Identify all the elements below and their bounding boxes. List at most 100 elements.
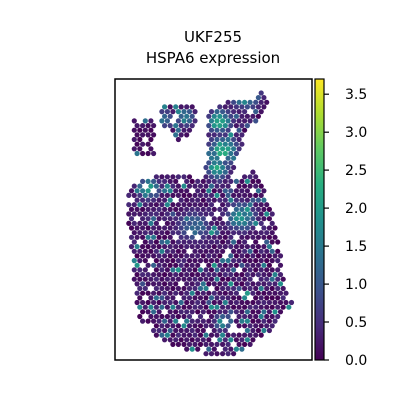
spot-point (242, 258, 247, 263)
spot-point (261, 272, 266, 277)
spot-point (231, 211, 236, 216)
spot-point (179, 225, 184, 230)
spot-point (143, 267, 148, 272)
spot-point (242, 239, 247, 244)
spot-point (203, 165, 208, 170)
spot-point (181, 239, 186, 244)
spot-point (253, 314, 258, 319)
spot-point (228, 151, 233, 156)
spot-point (267, 207, 272, 212)
spot-point (173, 207, 178, 212)
spot-point (168, 123, 173, 128)
spot-point (201, 337, 206, 342)
spot-point (239, 235, 244, 240)
spot-point (250, 235, 255, 240)
spot-point (220, 128, 225, 133)
spot-point (206, 170, 211, 175)
spot-point (264, 202, 269, 207)
spot-point (261, 188, 266, 193)
spot-point (176, 286, 181, 291)
spot-point (176, 342, 181, 347)
spot-point (220, 314, 225, 319)
spot-point (148, 184, 153, 189)
spot-point (231, 239, 236, 244)
spot-point (217, 253, 222, 258)
spot-point (250, 207, 255, 212)
spot-point (151, 319, 156, 324)
spot-point (231, 277, 236, 282)
spot-point (143, 118, 148, 123)
spot-point (162, 114, 167, 119)
spot-point (245, 281, 250, 286)
spot-point (162, 300, 167, 305)
spot-point (242, 128, 247, 133)
spot-point (214, 221, 219, 226)
spot-point (198, 193, 203, 198)
spot-point (198, 323, 203, 328)
spot-point (146, 179, 151, 184)
spot-point (226, 239, 231, 244)
spot-point (168, 188, 173, 193)
spot-point (259, 90, 264, 95)
spot-point (154, 239, 159, 244)
spot-point (275, 239, 280, 244)
spot-point (272, 225, 277, 230)
spot-point (245, 235, 250, 240)
spot-point (143, 249, 148, 254)
spot-point (187, 277, 192, 282)
spot-point (212, 328, 217, 333)
spot-point (212, 132, 217, 137)
spot-point (190, 123, 195, 128)
spot-point (201, 281, 206, 286)
spot-point (170, 342, 175, 347)
spot-point (234, 225, 239, 230)
spot-point (264, 211, 269, 216)
spot-point (179, 132, 184, 137)
spot-point (135, 253, 140, 258)
spot-point (209, 267, 214, 272)
spot-point (217, 319, 222, 324)
spot-point (226, 211, 231, 216)
spot-point (234, 300, 239, 305)
spot-point (181, 211, 186, 216)
spot-point (137, 202, 142, 207)
spot-point (226, 333, 231, 338)
spot-point (126, 193, 131, 198)
colorbar-tick-label: 2.0 (345, 201, 367, 217)
spot-point (170, 333, 175, 338)
spot-point (195, 272, 200, 277)
spot-point (146, 291, 151, 296)
spot-point (206, 300, 211, 305)
spot-point (179, 300, 184, 305)
spot-point (162, 216, 167, 221)
spot-point (162, 123, 167, 128)
spot-point (157, 198, 162, 203)
spot-point (159, 202, 164, 207)
spot-point (201, 207, 206, 212)
spot-point (192, 239, 197, 244)
spot-point (176, 305, 181, 310)
spot-point (231, 165, 236, 170)
spot-point (242, 342, 247, 347)
spot-point (267, 291, 272, 296)
spot-point (237, 221, 242, 226)
spot-point (212, 114, 217, 119)
spot-point (223, 132, 228, 137)
spot-point (217, 309, 222, 314)
spot-point (170, 109, 175, 114)
spot-point (242, 118, 247, 123)
spot-point (165, 286, 170, 291)
spot-point (253, 202, 258, 207)
spot-point (154, 230, 159, 235)
spot-point (256, 328, 261, 333)
spot-point (245, 244, 250, 249)
spot-point (209, 211, 214, 216)
spot-point (261, 198, 266, 203)
spot-point (181, 314, 186, 319)
spot-point (234, 309, 239, 314)
spot-point (151, 244, 156, 249)
spot-point (159, 258, 164, 263)
spot-point (170, 239, 175, 244)
spot-point (206, 225, 211, 230)
